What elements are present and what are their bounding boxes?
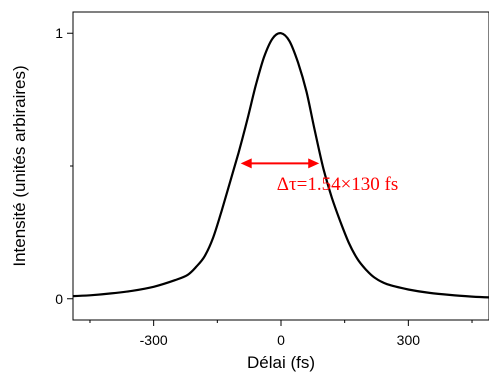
fwhm-arrow-left-head <box>240 158 252 169</box>
x-axis-ticks: -300 0 300 <box>89 320 473 348</box>
y-axis-ticks: 01 <box>55 25 73 307</box>
plot-frame <box>72 11 489 321</box>
fwhm-annotation: Δτ=1.54×130 fs <box>240 158 399 195</box>
x-tick-label: 0 <box>277 332 285 348</box>
y-tick-label: 1 <box>55 25 63 41</box>
fwhm-arrow-right-head <box>308 158 320 169</box>
y-axis-label: Intensité (unités arbiraires) <box>10 65 29 266</box>
x-axis-label: Délai (fs) <box>247 353 315 372</box>
intensity-curve <box>72 32 489 299</box>
y-tick-label: 0 <box>55 291 63 307</box>
x-tick-label: -300 <box>140 332 168 348</box>
x-tick-label: 300 <box>397 332 421 348</box>
fwhm-annotation-label: Δτ=1.54×130 fs <box>277 174 399 195</box>
